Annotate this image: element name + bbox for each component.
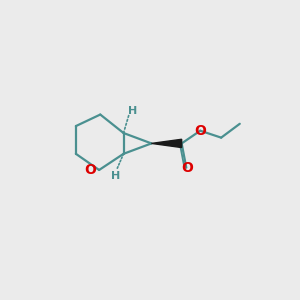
Text: O: O [194,124,206,138]
Text: O: O [84,163,96,177]
Polygon shape [152,139,182,148]
Text: H: H [128,106,137,116]
Text: O: O [182,161,194,175]
Text: H: H [111,171,120,181]
